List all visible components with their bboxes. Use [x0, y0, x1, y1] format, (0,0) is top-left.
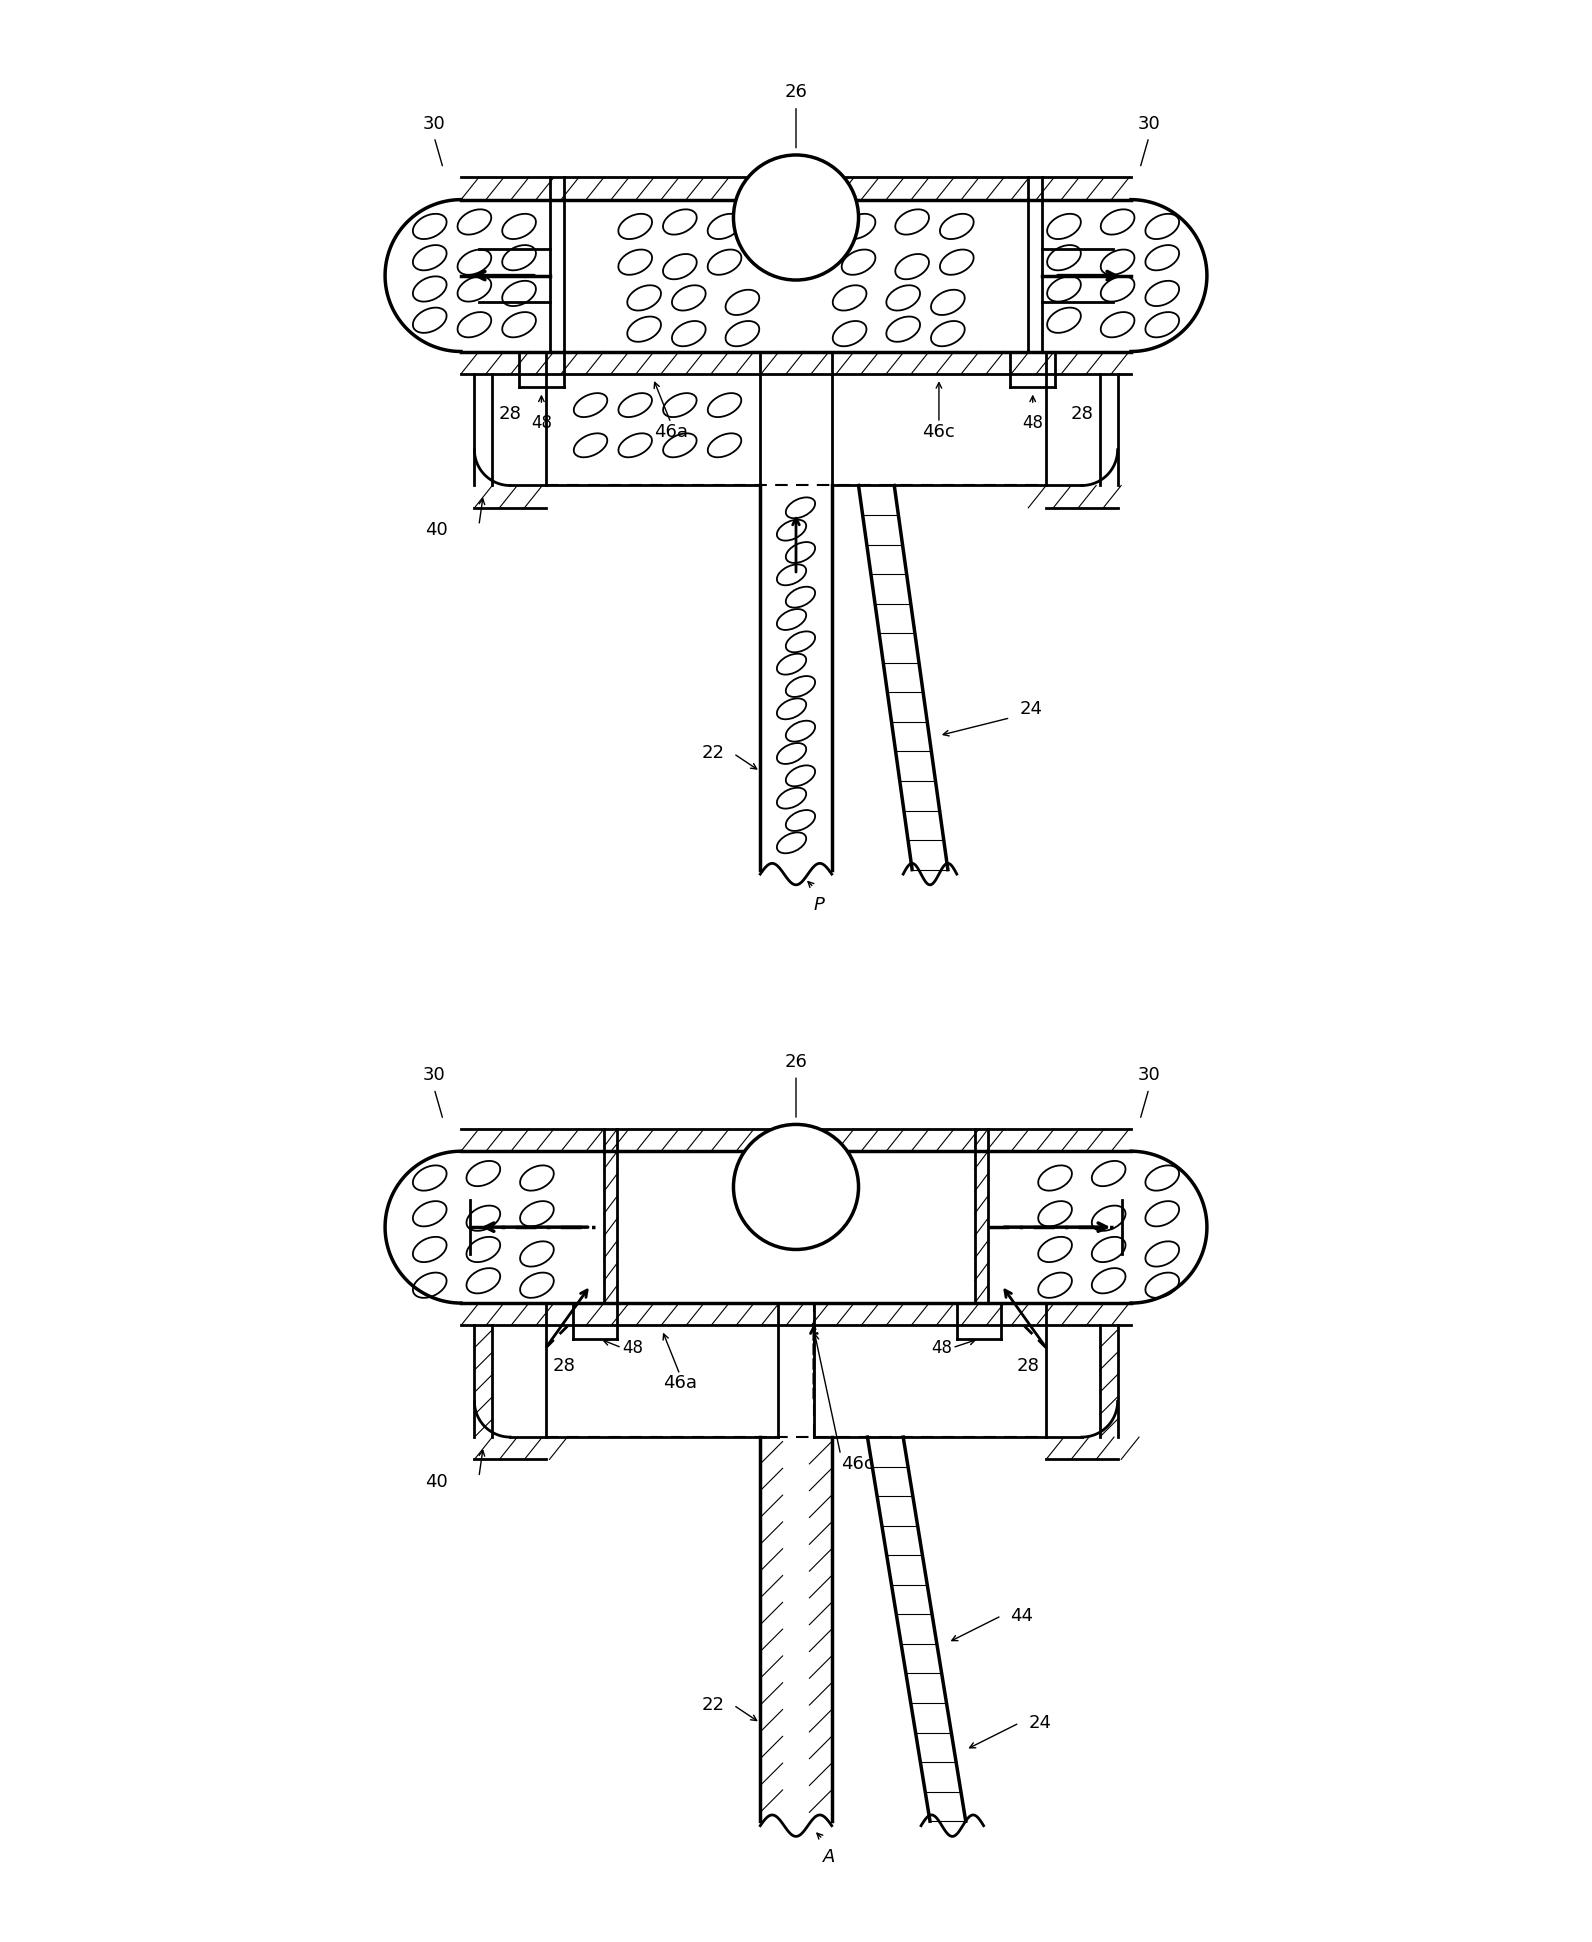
Text: 28: 28	[1070, 406, 1094, 423]
Text: 48: 48	[622, 1338, 643, 1357]
Text: 26: 26	[785, 84, 807, 101]
Text: 46a: 46a	[654, 423, 688, 441]
Text: 48: 48	[530, 414, 552, 431]
Text: A: A	[823, 1849, 836, 1866]
Circle shape	[734, 1124, 858, 1249]
Text: 22: 22	[702, 1695, 724, 1715]
Text: P: P	[814, 897, 825, 915]
Circle shape	[734, 155, 858, 280]
Text: 28: 28	[1017, 1357, 1040, 1375]
Text: 46c: 46c	[922, 423, 955, 441]
Text: 28: 28	[498, 406, 522, 423]
Text: 40: 40	[425, 520, 447, 540]
Text: 48: 48	[931, 1338, 952, 1357]
Text: 48: 48	[1022, 414, 1043, 431]
Text: 24: 24	[1019, 699, 1043, 719]
Text: 26: 26	[785, 1053, 807, 1070]
Text: 30: 30	[1138, 115, 1161, 132]
Text: 22: 22	[702, 744, 724, 763]
Text: 40: 40	[425, 1472, 447, 1491]
Text: 28: 28	[552, 1357, 575, 1375]
Text: 46c: 46c	[841, 1455, 874, 1472]
Text: 30: 30	[423, 115, 446, 132]
Text: 30: 30	[1138, 1066, 1161, 1084]
Text: 24: 24	[1028, 1715, 1051, 1732]
Text: 30: 30	[423, 1066, 446, 1084]
Text: 44: 44	[1011, 1606, 1033, 1625]
Text: 46a: 46a	[662, 1375, 697, 1392]
